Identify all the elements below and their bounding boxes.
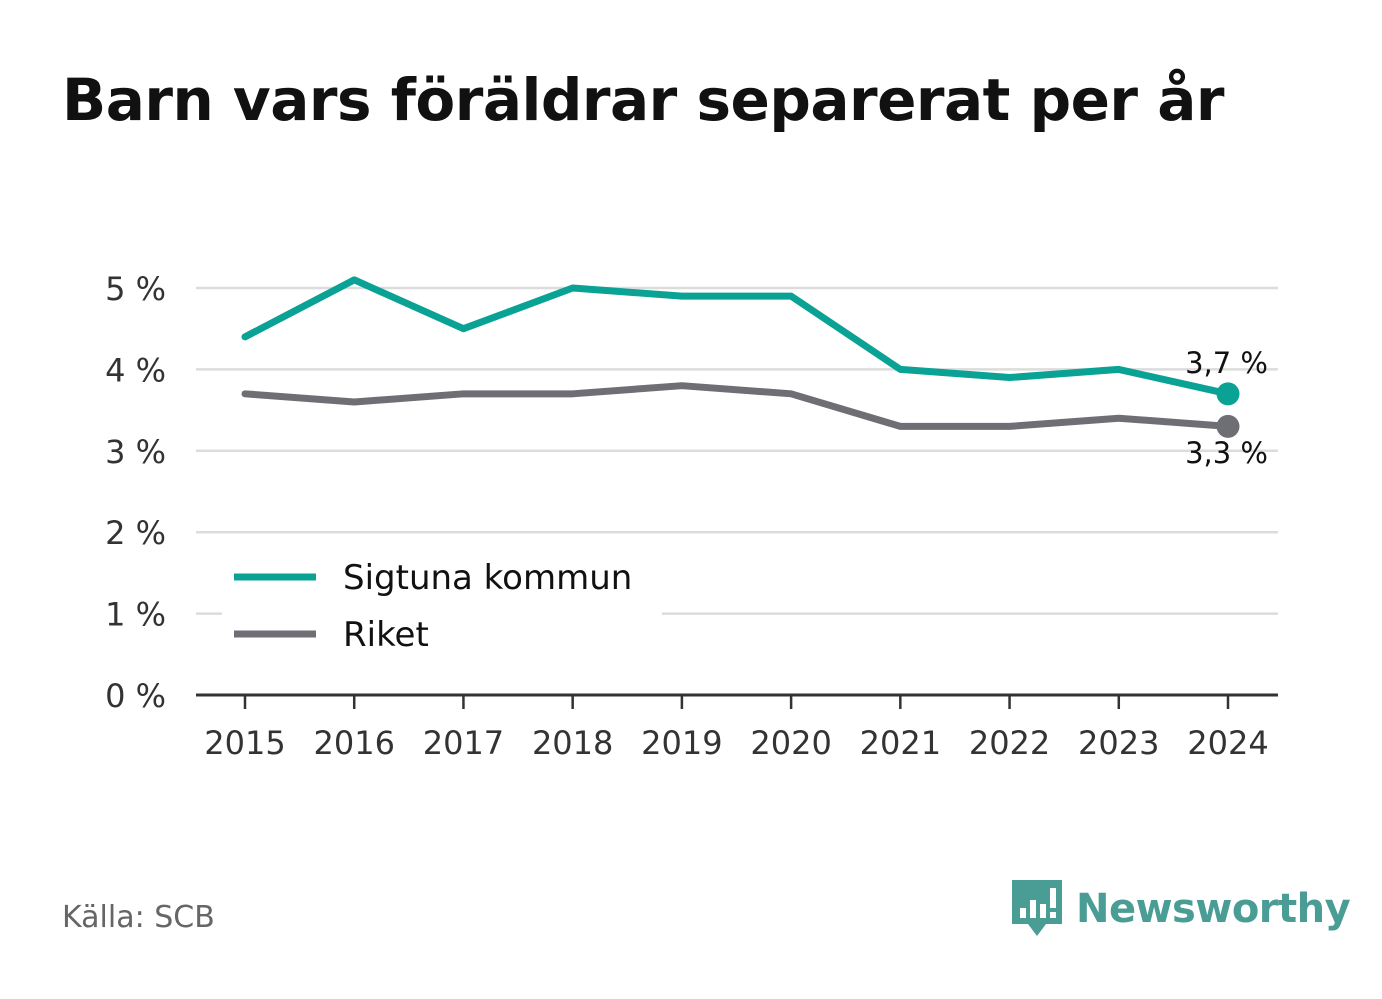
end-label-sigtuna: 3,7 % (1185, 346, 1268, 380)
x-tick-label: 2016 (314, 724, 395, 762)
legend-label-sigtuna: Sigtuna kommun (343, 558, 632, 598)
source-note: Källa: SCB (62, 900, 215, 935)
series-end-point-riket (1216, 414, 1240, 438)
x-axis-tick-labels: 2015 2016 2017 2018 2019 2020 2021 2022 2023 2024 (204, 724, 1268, 762)
y-tick-label: 0 % (105, 677, 166, 715)
y-tick-label: 2 % (105, 514, 166, 552)
end-label-riket: 3,3 % (1185, 436, 1268, 470)
x-tick-label: 2020 (750, 724, 831, 762)
y-tick-label: 1 % (105, 596, 166, 634)
brand-logo: Newsworthy (1010, 878, 1351, 940)
x-tick-label: 2018 (532, 724, 613, 762)
end-labels: 3,7 % 3,3 % (1185, 346, 1268, 470)
series-line-riket (241, 382, 1232, 430)
y-tick-label: 3 % (105, 433, 166, 471)
x-tick-label: 2015 (204, 724, 285, 762)
newsworthy-logo-icon (1012, 880, 1062, 936)
series-line-sigtuna (241, 276, 1232, 398)
series-end-point-sigtuna (1216, 382, 1240, 406)
x-tick-label: 2024 (1187, 724, 1268, 762)
x-tick-label: 2017 (423, 724, 504, 762)
brand-name: Newsworthy (1076, 886, 1351, 932)
x-axis (196, 693, 1278, 709)
series-lines (241, 276, 1240, 438)
x-tick-label: 2019 (641, 724, 722, 762)
legend-background (222, 548, 662, 666)
y-tick-label: 4 % (105, 351, 166, 389)
x-tick-label: 2022 (969, 724, 1050, 762)
legend: Sigtuna kommun Riket (222, 548, 662, 666)
y-tick-label: 5 % (105, 270, 166, 308)
legend-label-riket: Riket (343, 615, 429, 655)
y-axis-tick-labels: 0 % 1 % 2 % 3 % 4 % 5 % (105, 270, 166, 715)
chart-title: Barn vars föräldrar separerat per år (62, 66, 1224, 134)
x-tick-label: 2021 (860, 724, 941, 762)
x-tick-label: 2023 (1078, 724, 1159, 762)
